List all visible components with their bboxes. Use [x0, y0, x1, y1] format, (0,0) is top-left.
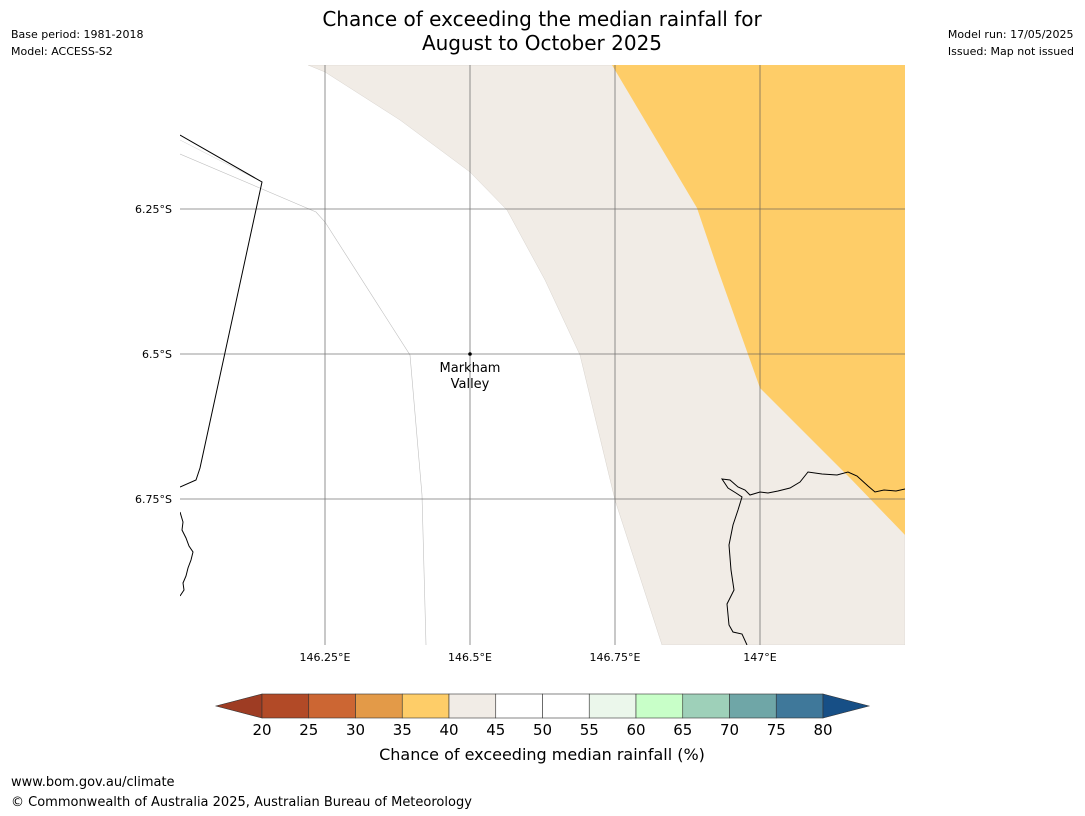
- colorbar-tick-label: 30: [346, 721, 365, 739]
- colorbar-box-40-45: [448, 693, 497, 719]
- colorbar-tick-label: 25: [299, 721, 318, 739]
- lat-label-6-25: 6.25°S: [135, 203, 172, 216]
- colorbar-tick-label: 20: [252, 721, 271, 739]
- colorbar-box-35-40: [401, 693, 450, 719]
- colorbar-tick-label: 35: [393, 721, 412, 739]
- base-period: Base period: 1981-2018: [11, 28, 144, 41]
- place-marker: [468, 352, 472, 356]
- colorbar-extend-low: [214, 693, 263, 719]
- issued-status: Issued: Map not issued: [947, 45, 1074, 58]
- colorbar: 20 25 30 35 40 45 50 55 60 65 70 75 80: [214, 693, 871, 739]
- colorbar-box-45-50: [495, 693, 543, 719]
- colorbar-box-60-65: [635, 693, 684, 719]
- coastline-east: [720, 471, 905, 645]
- colorbar-extend-high: [822, 693, 871, 719]
- lat-label-6-5: 6.5°S: [142, 348, 172, 361]
- footer-copyright: © Commonwealth of Australia 2025, Austra…: [11, 795, 472, 810]
- colorbar-tick-label: 40: [439, 721, 458, 739]
- colorbar-tick-label: 75: [767, 721, 786, 739]
- lat-label-6-75: 6.75°S: [135, 493, 172, 506]
- lon-label-146-25: 146.25°E: [300, 651, 351, 664]
- colorbar-tick-label: 50: [533, 721, 552, 739]
- faint-boundary: [180, 153, 427, 645]
- colorbar-tick-label: 80: [813, 721, 832, 739]
- lon-label-146-75: 146.75°E: [590, 651, 641, 664]
- faint-boundary-2: [180, 139, 263, 183]
- colorbar-box-50-55: [542, 693, 590, 719]
- footer-url: www.bom.gov.au/climate: [11, 775, 175, 790]
- colorbar-box-25-30: [308, 693, 356, 719]
- lon-label-147: 147°E: [743, 651, 776, 664]
- place-name-line-2: Valley: [451, 377, 490, 392]
- colorbar-box-65-70: [682, 693, 730, 719]
- zone-35-40: [612, 65, 905, 535]
- province-boundary: [180, 134, 263, 488]
- colorbar-tick-label: 55: [580, 721, 599, 739]
- map-area: [180, 65, 905, 645]
- map-title: Chance of exceeding the median rainfall …: [242, 7, 842, 55]
- title-line-2: August to October 2025: [421, 31, 663, 55]
- model-name: Model: ACCESS-S2: [11, 45, 113, 58]
- colorbar-tick-label: 60: [626, 721, 645, 739]
- colorbar-box-70-75: [729, 693, 777, 719]
- colorbar-box-75-80: [775, 693, 824, 719]
- meta-left: Base period: 1981-2018 Model: ACCESS-S2: [11, 26, 143, 60]
- colorbar-box-30-35: [355, 693, 403, 719]
- title-line-1: Chance of exceeding the median rainfall …: [322, 7, 762, 31]
- model-run: Model run: 17/05/2025: [947, 28, 1074, 41]
- lon-label-146-5: 146.5°E: [448, 651, 492, 664]
- meta-right: Model run: 17/05/2025 Issued: Map not is…: [948, 26, 1074, 60]
- place-name-line-1: Markham: [440, 361, 501, 376]
- colorbar-tick-label: 65: [673, 721, 692, 739]
- coastline-west: [180, 511, 194, 597]
- colorbar-tick-label: 45: [486, 721, 505, 739]
- colorbar-label: Chance of exceeding median rainfall (%): [379, 745, 705, 764]
- latitude-labels: 6.25°S 6.5°S 6.75°S: [135, 203, 172, 506]
- longitude-labels: 146.25°E 146.5°E 146.75°E 147°E: [300, 651, 777, 664]
- colorbar-box-20-25: [261, 693, 310, 719]
- graticule: [180, 65, 905, 645]
- colorbar-tick-label: 70: [720, 721, 739, 739]
- colorbar-box-55-60: [588, 693, 637, 719]
